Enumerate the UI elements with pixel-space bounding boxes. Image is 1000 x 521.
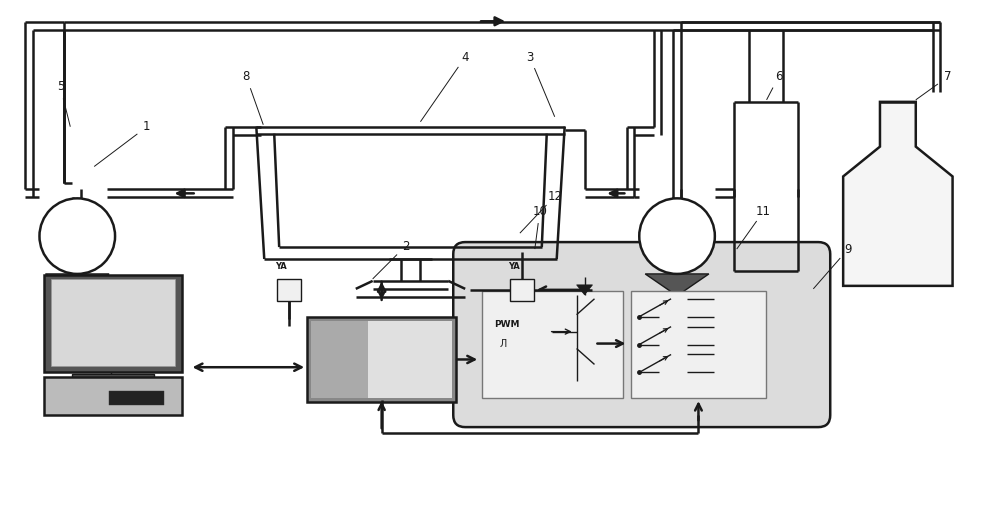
Bar: [510, 279, 534, 301]
Polygon shape: [45, 274, 109, 296]
Polygon shape: [645, 274, 709, 296]
Bar: [109, 391, 164, 405]
Text: 4: 4: [461, 51, 469, 64]
Text: PWM: PWM: [494, 320, 520, 329]
Polygon shape: [843, 102, 953, 286]
Bar: [631, 291, 766, 398]
Text: 7: 7: [944, 70, 951, 83]
Text: 9: 9: [844, 243, 852, 256]
Text: YA: YA: [275, 262, 287, 271]
Text: 10: 10: [532, 205, 547, 218]
Text: 11: 11: [756, 205, 771, 218]
Bar: [482, 291, 623, 398]
Text: 3: 3: [526, 51, 534, 64]
Text: 1: 1: [143, 120, 151, 133]
Text: Л: Л: [500, 339, 507, 349]
Text: 6: 6: [775, 70, 782, 83]
Bar: [51, 279, 175, 366]
Text: 5: 5: [57, 80, 64, 93]
Circle shape: [39, 199, 115, 274]
Text: 8: 8: [243, 70, 250, 83]
Bar: [368, 321, 452, 398]
Bar: [44, 377, 182, 415]
FancyBboxPatch shape: [453, 242, 830, 427]
Polygon shape: [577, 285, 593, 295]
Text: YA: YA: [508, 262, 520, 271]
Bar: [311, 321, 452, 398]
Bar: [72, 375, 154, 384]
Bar: [44, 275, 182, 373]
Text: 12: 12: [547, 190, 562, 203]
Bar: [307, 317, 456, 402]
Text: 2: 2: [402, 240, 409, 253]
Bar: [277, 279, 301, 301]
Circle shape: [639, 199, 715, 274]
